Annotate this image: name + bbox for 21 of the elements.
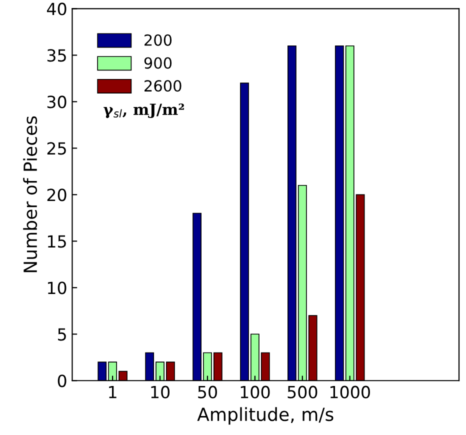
y-tick-label: 30	[47, 96, 66, 108]
y-tick-label: 10	[48, 282, 66, 294]
x-tick-label: 1000	[330, 386, 370, 398]
legend-label: 900	[144, 57, 172, 69]
x-tick-label: 50	[198, 386, 217, 398]
y-tick-label: 15	[48, 235, 66, 248]
legend-label: 2600	[144, 80, 182, 92]
y-tick-label: 5	[58, 328, 66, 341]
y-tick-label: 40	[46, 2, 66, 16]
legend-title: γ$_{sl}$, mJ/m²	[104, 104, 184, 118]
x-tick-label: 100	[240, 386, 270, 398]
x-tick-label: 10	[151, 386, 170, 398]
y-tick-label: 35	[47, 49, 66, 62]
x-tick-label: 500	[288, 386, 318, 398]
y-tick-label: 0	[58, 374, 66, 388]
y-tick-label: 20	[47, 188, 66, 202]
y-axis-title: Number of Pieces	[23, 116, 38, 272]
y-tick-label: 25	[47, 142, 66, 155]
x-axis-title: Amplitude, m/s	[197, 407, 334, 425]
legend-label: 200	[144, 34, 172, 46]
x-tick-label: 1	[109, 386, 116, 398]
